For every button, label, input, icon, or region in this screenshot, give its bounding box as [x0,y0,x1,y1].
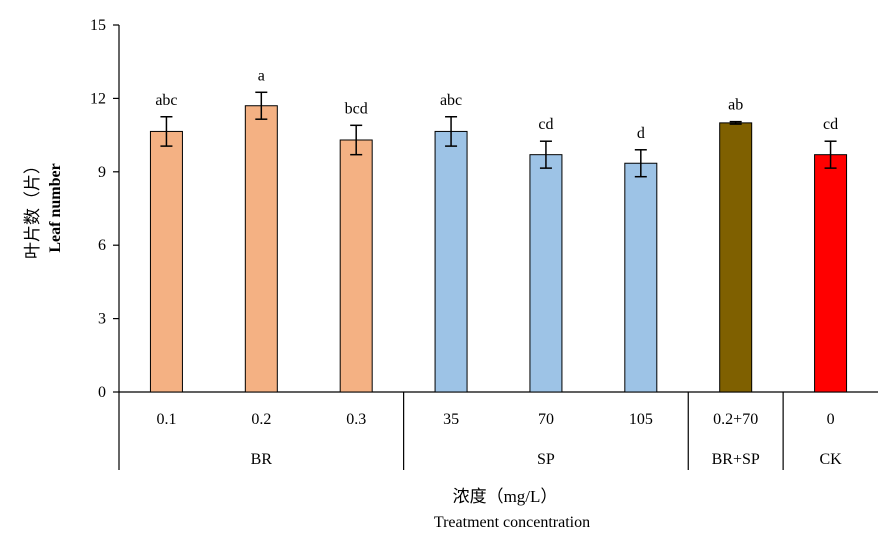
category-label: 105 [629,411,653,428]
y-axis-label: 叶片数（片） [23,157,42,259]
y-tick-label: 0 [98,384,106,401]
bar [434,130,468,393]
bar [339,139,373,393]
category-label: 0.3 [346,411,366,428]
significance-label: ab [728,97,743,114]
bar [624,162,658,393]
category-label: 0.2 [251,411,271,428]
significance-label: a [258,67,265,84]
y-tick-label: 12 [90,90,106,107]
bar [149,130,183,393]
bar [529,154,563,393]
y-tick-label: 6 [98,237,106,254]
y-tick-label: 9 [98,164,106,181]
significance-label: bcd [345,100,368,117]
category-label: 0.2+70 [713,411,758,428]
group-label: BR [251,451,273,468]
bars [149,91,848,393]
category-label: 0.1 [156,411,176,428]
group-label: CK [819,451,842,468]
significance-label: cd [823,116,838,133]
bar [814,154,848,393]
y-tick-label: 15 [90,17,106,34]
y-tick-label: 3 [98,311,106,328]
x-axis-label-english: Treatment concentration [434,514,590,531]
group-label: BR+SP [712,451,760,468]
x-axis-label: 浓度（mg/L） [453,487,558,506]
axes [113,24,878,470]
significance-label: abc [440,92,462,109]
bar [244,105,278,393]
bar [719,122,753,393]
category-label: 0 [827,411,835,428]
significance-label: abc [155,92,177,109]
y-axis-label-english: Leaf number [47,163,64,252]
significance-label: d [637,125,645,142]
labels: 0 3 6 9 12 15 abc 0.1 a 0.2 bcd 0.3 abc 35 cd 70 d 105 ab 0… [90,17,842,468]
category-label: 70 [538,411,554,428]
group-label: SP [537,451,555,468]
category-label: 35 [443,411,459,428]
significance-label: cd [538,116,553,133]
